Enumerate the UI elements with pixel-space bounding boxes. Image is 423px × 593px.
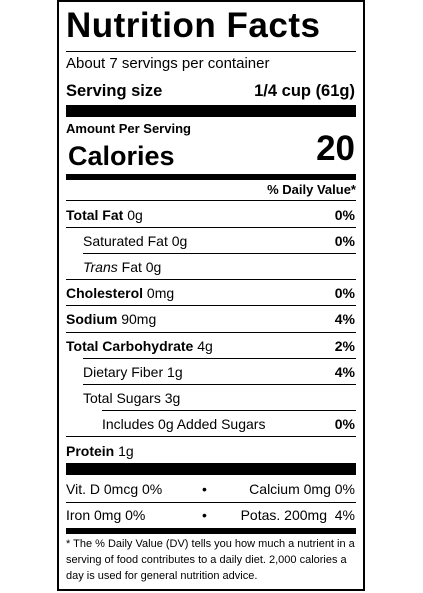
- cholesterol-label: Cholesterol: [66, 285, 144, 301]
- thick-divider: [66, 105, 356, 117]
- sodium-row: Sodium 90mg: [66, 311, 156, 327]
- dietary-fiber-label: Dietary Fiber: [83, 364, 164, 380]
- nutrition-label: Nutrition Facts About 7 servings per con…: [57, 0, 365, 591]
- saturated-fat-dv: 0%: [334, 233, 355, 249]
- daily-value-header: % Daily Value*: [267, 182, 356, 197]
- total-fat-dv: 0%: [334, 207, 355, 223]
- trans-fat-label-italic: Trans: [83, 259, 118, 275]
- added-sugars-dv: 0%: [334, 416, 355, 432]
- total-carbohydrate-dv: 2%: [334, 338, 355, 354]
- divider: [66, 436, 356, 437]
- saturated-fat-label: Saturated Fat: [83, 233, 168, 249]
- cholesterol-amount: 0mg: [146, 285, 175, 301]
- total-sugars-label: Total Sugars: [83, 390, 161, 406]
- dietary-fiber-dv: 4%: [334, 364, 355, 380]
- iron: Iron 0mg 0%: [66, 507, 146, 523]
- divider: [66, 332, 356, 333]
- thick-divider: [66, 463, 356, 475]
- divider: [66, 502, 356, 503]
- total-carbohydrate-label: Total Carbohydrate: [66, 338, 194, 354]
- medium-divider: [66, 174, 356, 180]
- serving-size-value: 1/4 cup (61g): [254, 82, 355, 100]
- divider: [66, 51, 356, 52]
- vitamin-separator: •: [202, 481, 207, 497]
- divider: [83, 253, 356, 254]
- label-title: Nutrition Facts: [66, 6, 321, 45]
- protein-amount: 1g: [118, 443, 134, 459]
- vitamin-d: Vit. D 0mcg 0%: [66, 481, 163, 497]
- total-fat-row: Total Fat 0g: [66, 207, 143, 223]
- total-sugars-amount: 3g: [164, 390, 181, 406]
- dietary-fiber-row: Dietary Fiber 1g: [83, 364, 183, 380]
- sodium-dv: 4%: [334, 311, 355, 327]
- saturated-fat-row: Saturated Fat 0g: [83, 233, 187, 249]
- dietary-fiber-amount: 1g: [167, 364, 183, 380]
- divider: [66, 200, 356, 201]
- divider: [83, 358, 356, 359]
- trans-fat-amount: 0g: [145, 259, 162, 275]
- total-fat-amount: 0g: [127, 207, 143, 223]
- cholesterol-dv: 0%: [334, 285, 355, 301]
- trans-fat-row: Trans Fat 0g: [83, 259, 161, 275]
- sodium-label: Sodium: [66, 311, 118, 327]
- added-sugars-label: Includes 0g Added Sugars: [102, 416, 266, 432]
- cholesterol-row: Cholesterol 0mg: [66, 285, 174, 301]
- vitamin-separator: •: [202, 507, 207, 523]
- protein-label: Protein: [66, 443, 115, 459]
- protein-row: Protein 1g: [66, 443, 134, 459]
- servings-per-container: About 7 servings per container: [66, 55, 270, 72]
- calcium: Calcium 0mg 0%: [249, 481, 355, 497]
- total-fat-label: Total Fat: [66, 207, 124, 223]
- potassium: Potas. 200mg 4%: [240, 507, 355, 523]
- footnote: * The % Daily Value (DV) tells you how m…: [66, 538, 355, 582]
- sodium-amount: 90mg: [121, 311, 157, 327]
- trans-fat-label: Fat: [121, 259, 142, 275]
- medium-divider: [66, 528, 356, 534]
- amount-per-serving: Amount Per Serving: [66, 121, 191, 136]
- saturated-fat-amount: 0g: [171, 233, 188, 249]
- calories-label: Calories: [68, 141, 175, 171]
- calories-value: 20: [316, 129, 355, 168]
- divider: [102, 410, 356, 411]
- divider: [66, 305, 356, 306]
- divider: [83, 384, 356, 385]
- total-sugars-row: Total Sugars 3g: [83, 390, 180, 406]
- total-carbohydrate-amount: 4g: [197, 338, 213, 354]
- total-carbohydrate-row: Total Carbohydrate 4g: [66, 338, 213, 354]
- divider: [66, 227, 356, 228]
- divider: [66, 279, 356, 280]
- serving-size-label: Serving size: [66, 82, 163, 100]
